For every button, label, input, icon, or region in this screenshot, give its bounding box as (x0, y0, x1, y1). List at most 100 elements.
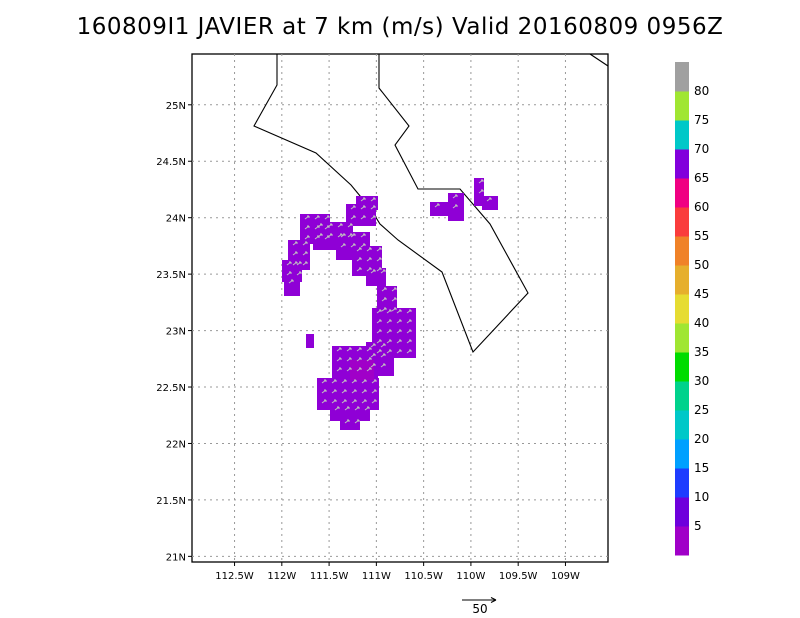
colorbar-label: 5 (694, 519, 702, 533)
wind-arrow (344, 406, 350, 411)
wind-arrow (391, 297, 397, 302)
wind-arrow (292, 261, 298, 266)
y-tick-label: 22.5N (156, 383, 186, 394)
wind-arrow (366, 247, 372, 252)
wind-arrow (478, 189, 484, 194)
wind-cell (306, 334, 314, 348)
wind-arrow (327, 223, 333, 228)
wind-arrow (350, 215, 356, 220)
wind-arrow (351, 379, 357, 384)
baja-peninsula-coast (253, 54, 529, 354)
wind-arrow (370, 353, 376, 358)
colorbar-label: 60 (694, 200, 709, 214)
wind-arrow (376, 267, 382, 272)
wind-arrow (346, 347, 352, 352)
wind-arrow (370, 269, 376, 274)
colorbar-label: 65 (694, 171, 709, 185)
wind-arrow (376, 309, 382, 314)
colorbar-segment (675, 497, 689, 527)
wind-cell (330, 405, 370, 421)
wind-arrow (360, 215, 366, 220)
wind-arrow (331, 389, 337, 394)
wind-arrow (292, 241, 298, 246)
wind-arrow (341, 399, 347, 404)
y-tick-label: 21.5N (156, 496, 186, 507)
wind-arrow (386, 309, 392, 314)
wind-arrow (386, 349, 392, 354)
wind-arrow (406, 329, 412, 334)
colorbar-label: 70 (694, 142, 709, 156)
wind-cell (282, 260, 302, 282)
y-tick-label: 23.5N (156, 270, 186, 281)
wind-arrow (336, 347, 342, 352)
colorbar-segment (675, 381, 689, 411)
x-tick-label: 112.5W (215, 571, 254, 582)
wind-speed-cells (282, 178, 498, 430)
wind-arrow (350, 243, 356, 248)
colorbar-label: 80 (694, 84, 709, 98)
wind-arrow (391, 287, 397, 292)
wind-arrow (304, 235, 310, 240)
wind-arrow (356, 267, 362, 272)
wind-cell (430, 202, 448, 216)
wind-arrow (331, 399, 337, 404)
wind-arrow (376, 319, 382, 324)
wind-arrow (344, 419, 350, 424)
wind-arrow (302, 261, 308, 266)
wind-arrow (452, 194, 458, 199)
wind-arrow (370, 197, 376, 202)
wind-cell (474, 178, 484, 206)
colorbar-segment (675, 352, 689, 382)
wind-arrow (371, 379, 377, 384)
wind-arrow (366, 267, 372, 272)
wind-arrow (317, 223, 323, 228)
x-tick-label: 111W (362, 571, 391, 582)
wind-cell (350, 360, 374, 380)
wind-arrow (370, 215, 376, 220)
y-tick-label: 22N (166, 439, 186, 450)
colorbar-label: 35 (694, 345, 709, 359)
wind-arrow (361, 389, 367, 394)
wind-arrow (366, 357, 372, 362)
colorbar-segment (675, 265, 689, 295)
wind-arrow (351, 399, 357, 404)
wind-arrow (334, 406, 340, 411)
wind-arrow (376, 339, 382, 344)
wind-arrow (434, 203, 440, 208)
wind-arrow (350, 205, 356, 210)
wind-arrow (286, 271, 292, 276)
colorbar-label: 30 (694, 374, 709, 388)
wind-arrow (346, 357, 352, 362)
wind-arrow (314, 215, 320, 220)
wind-arrow (380, 363, 386, 368)
page-title: 160809I1 JAVIER at 7 km (m/s) Valid 2016… (76, 14, 724, 40)
wind-arrow (321, 389, 327, 394)
y-tick-label: 21N (166, 552, 186, 563)
wind-arrow (386, 339, 392, 344)
wind-arrow (360, 205, 366, 210)
wind-vectors (286, 179, 492, 424)
wind-arrow (360, 233, 366, 238)
wind-arrow (337, 223, 343, 228)
wind-arrow (327, 233, 333, 238)
y-axis-ticks: 25N 24.5N 24N 23.5N 23N 22.5N 22N 21.5N 21N (156, 101, 192, 563)
colorbar-label: 10 (694, 490, 709, 504)
y-tick-label: 24.5N (156, 157, 186, 168)
wind-arrow (386, 319, 392, 324)
colorbar-segment (675, 294, 689, 324)
wind-cell (284, 278, 300, 296)
wind-arrow (286, 261, 292, 266)
wind-arrow (336, 357, 342, 362)
wind-arrow (370, 205, 376, 210)
x-tick-label: 112W (267, 571, 296, 582)
wind-arrow (302, 251, 308, 256)
x-tick-label: 110W (456, 571, 485, 582)
wind-arrow (350, 233, 356, 238)
y-tick-label: 24N (166, 214, 186, 225)
wind-arrow (351, 389, 357, 394)
wind-arrow (386, 329, 392, 334)
colorbar-label: 45 (694, 287, 709, 301)
wind-arrow (356, 367, 362, 372)
wind-arrow (321, 379, 327, 384)
